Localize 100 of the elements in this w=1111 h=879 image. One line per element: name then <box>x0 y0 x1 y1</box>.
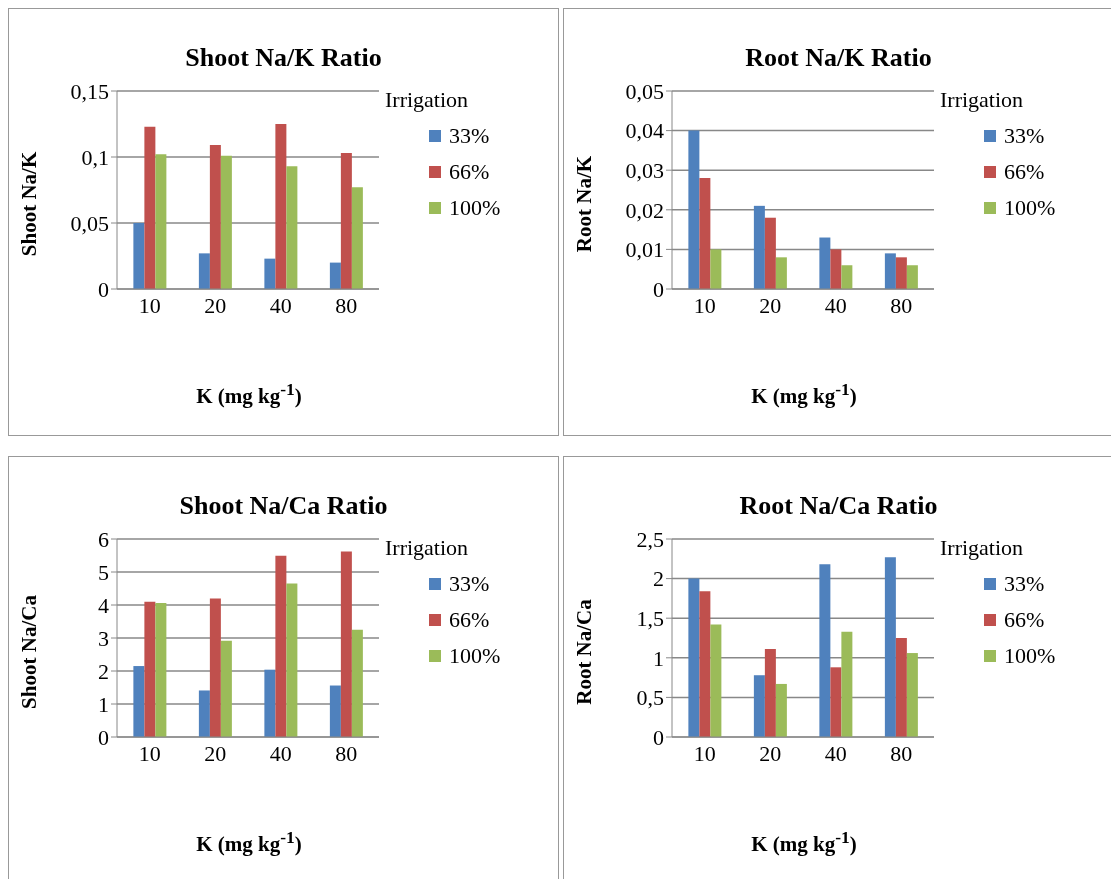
legend-title: Irrigation <box>940 87 1025 113</box>
bar <box>351 187 363 289</box>
legend-label: 66% <box>1004 607 1045 633</box>
bar <box>198 690 210 737</box>
y-axis-title: Shoot Na/K <box>16 151 42 257</box>
y-tick-label: 0 <box>98 276 109 302</box>
legend-label: 100% <box>449 195 501 221</box>
x-axis-title: K (mg kg$^{-1}$) <box>195 827 303 857</box>
bar <box>830 667 842 737</box>
bar <box>275 124 287 289</box>
y-axis-title: Root Na/Ca <box>571 599 597 705</box>
legend-label: 100% <box>1004 195 1056 221</box>
bar <box>155 154 167 289</box>
bar <box>906 265 918 289</box>
x-tick-label: 40 <box>824 292 847 318</box>
bar <box>699 178 711 289</box>
y-tick-label: 6 <box>98 526 109 552</box>
bar <box>884 253 896 289</box>
legend-label: 33% <box>1004 571 1045 597</box>
bar <box>884 557 896 737</box>
bar <box>895 638 907 737</box>
y-tick-label: 0,02 <box>625 197 664 223</box>
legend-title: Irrigation <box>940 535 1025 561</box>
legend-label: 100% <box>1004 643 1056 669</box>
bar <box>144 126 156 289</box>
bar <box>340 153 352 289</box>
y-tick-label: 0,03 <box>625 158 664 184</box>
y-tick-label: 0,5 <box>636 685 664 711</box>
x-tick-label: 80 <box>890 292 913 318</box>
y-tick-label: 0,1 <box>81 144 109 170</box>
bar <box>841 631 853 737</box>
y-tick-label: 3 <box>98 625 109 651</box>
x-axis-title: K (mg kg$^{-1}$) <box>750 827 858 857</box>
bar <box>133 223 145 289</box>
bar <box>220 155 232 289</box>
bar <box>329 262 341 289</box>
x-tick-label: 10 <box>693 740 716 766</box>
legend-label: 33% <box>449 571 490 597</box>
y-tick-label: 1 <box>98 691 109 717</box>
bar <box>275 555 287 737</box>
bar <box>286 166 298 289</box>
bar <box>841 265 853 289</box>
legend-title: Irrigation <box>385 535 470 561</box>
bar <box>264 258 276 289</box>
bar <box>753 205 765 289</box>
legend-label: 66% <box>449 159 490 185</box>
bar <box>699 591 711 737</box>
y-tick-label: 0,05 <box>625 78 664 104</box>
y-tick-label: 1,5 <box>636 606 664 632</box>
legend-label: 100% <box>449 643 501 669</box>
chart-title: Root Na/Ca Ratio <box>738 491 939 521</box>
x-tick-label: 10 <box>138 292 161 318</box>
y-tick-label: 5 <box>98 559 109 585</box>
legend-label: 33% <box>1004 123 1045 149</box>
bar <box>155 603 167 737</box>
bar <box>830 249 842 289</box>
bar <box>209 145 221 289</box>
x-tick-label: 20 <box>759 292 782 318</box>
bar <box>764 217 776 289</box>
bar <box>753 675 765 737</box>
x-tick-label: 80 <box>335 740 358 766</box>
bar <box>209 598 221 737</box>
x-tick-label: 20 <box>759 740 782 766</box>
legend-label: 66% <box>449 607 490 633</box>
y-axis-title: Shoot Na/Ca <box>16 595 42 709</box>
bar <box>710 249 722 289</box>
bar <box>340 551 352 737</box>
x-tick-label: 40 <box>269 292 292 318</box>
bar <box>764 649 776 737</box>
bar <box>775 257 787 289</box>
bar <box>775 683 787 737</box>
y-tick-label: 0,15 <box>70 78 109 104</box>
y-tick-label: 0 <box>653 724 664 750</box>
y-tick-label: 2 <box>98 658 109 684</box>
x-tick-label: 80 <box>890 740 913 766</box>
chart-title: Root Na/K Ratio <box>744 43 933 73</box>
x-axis-title: K (mg kg$^{-1}$) <box>750 379 858 409</box>
y-tick-label: 0 <box>653 276 664 302</box>
y-axis-title: Root Na/K <box>571 155 597 253</box>
legend-title: Irrigation <box>385 87 470 113</box>
y-tick-label: 4 <box>98 592 109 618</box>
legend-label: 33% <box>449 123 490 149</box>
bar <box>819 564 831 737</box>
bar <box>688 130 700 289</box>
x-tick-label: 40 <box>824 740 847 766</box>
bar <box>710 624 722 737</box>
x-axis-title: K (mg kg$^{-1}$) <box>195 379 303 409</box>
y-tick-label: 0,01 <box>625 237 664 263</box>
chart-title: Shoot Na/Ca Ratio <box>178 491 389 521</box>
bar <box>688 578 700 737</box>
x-tick-label: 20 <box>204 292 227 318</box>
bar <box>351 629 363 737</box>
bar <box>906 653 918 737</box>
legend-label: 66% <box>1004 159 1045 185</box>
y-tick-label: 2 <box>653 566 664 592</box>
y-tick-label: 2,5 <box>636 526 664 552</box>
bar <box>133 666 145 737</box>
bar <box>264 669 276 737</box>
bar <box>895 257 907 289</box>
bar <box>819 237 831 289</box>
